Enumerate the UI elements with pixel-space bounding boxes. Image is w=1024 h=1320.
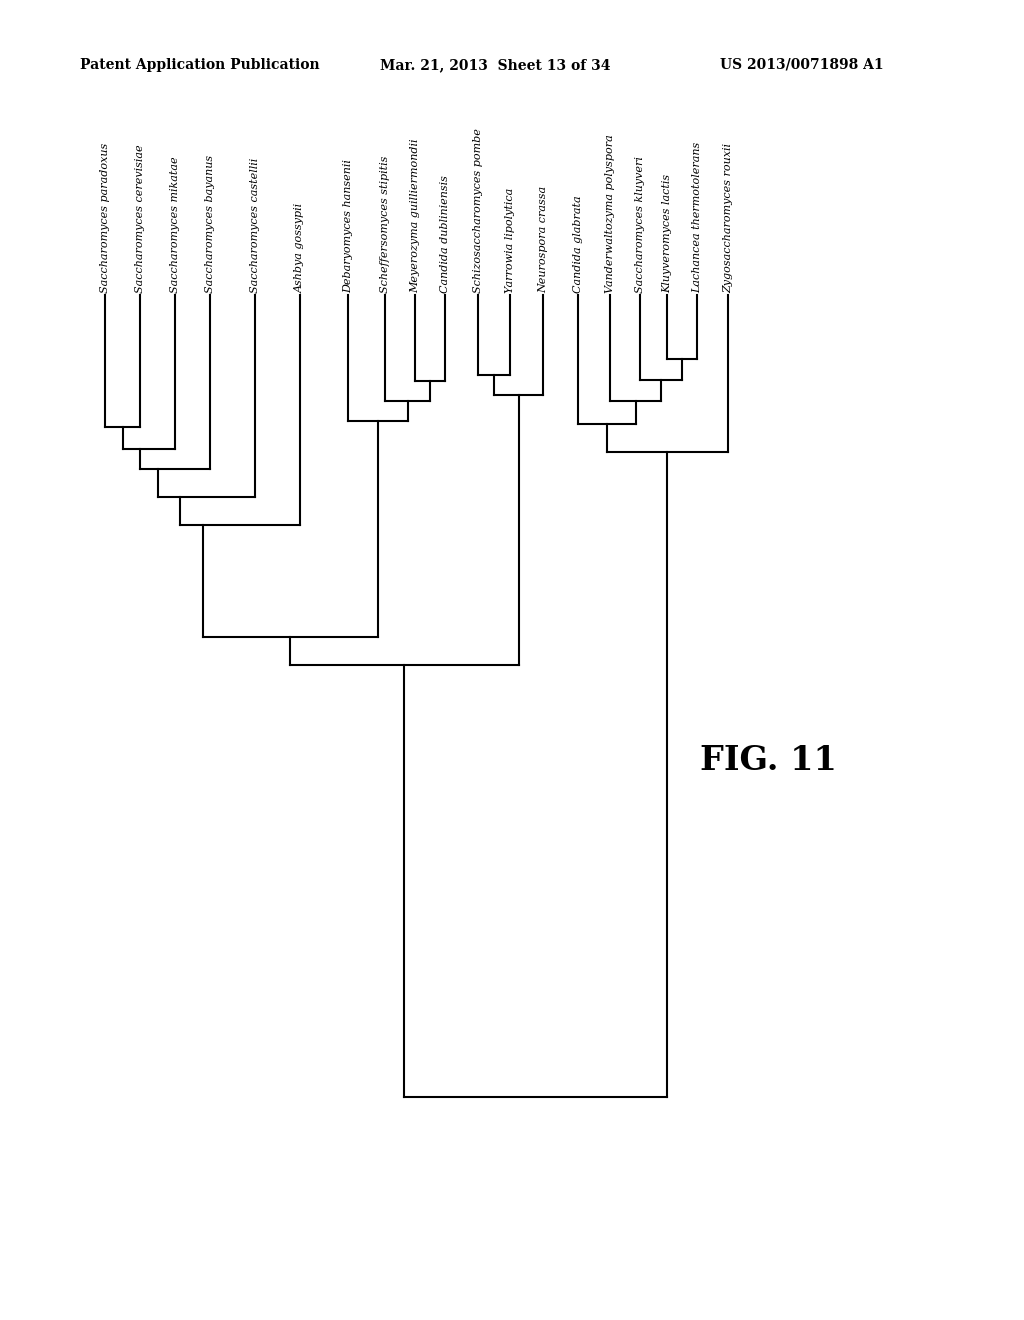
Text: Debaryomyces hansenii: Debaryomyces hansenii: [343, 160, 353, 293]
Text: Candida glabrata: Candida glabrata: [573, 195, 583, 293]
Text: Vanderwaltozyma polyspora: Vanderwaltozyma polyspora: [605, 135, 615, 293]
Text: Schizosaccharomyces pombe: Schizosaccharomyces pombe: [473, 128, 483, 293]
Text: Saccharomyces castellii: Saccharomyces castellii: [250, 158, 260, 293]
Text: Mar. 21, 2013  Sheet 13 of 34: Mar. 21, 2013 Sheet 13 of 34: [380, 58, 610, 73]
Text: Zygosaccharomyces rouxii: Zygosaccharomyces rouxii: [723, 143, 733, 293]
Text: Scheffersomyces stipitis: Scheffersomyces stipitis: [380, 156, 390, 293]
Text: FIG. 11: FIG. 11: [700, 743, 837, 776]
Text: Patent Application Publication: Patent Application Publication: [80, 58, 319, 73]
Text: Saccharomyces kluyveri: Saccharomyces kluyveri: [635, 156, 645, 293]
Text: US 2013/0071898 A1: US 2013/0071898 A1: [720, 58, 884, 73]
Text: Lachancea thermotolerans: Lachancea thermotolerans: [692, 141, 702, 293]
Text: Ashbya gossypii: Ashbya gossypii: [295, 203, 305, 293]
Text: Saccharomyces cerevisiae: Saccharomyces cerevisiae: [135, 144, 145, 293]
Text: Yarrowia lipolytica: Yarrowia lipolytica: [505, 187, 515, 293]
Text: Saccharomyces mikatae: Saccharomyces mikatae: [170, 156, 180, 293]
Text: Neurospora crassa: Neurospora crassa: [538, 186, 548, 293]
Text: Saccharomyces paradoxus: Saccharomyces paradoxus: [100, 143, 110, 293]
Text: Meyerozyma guilliermondii: Meyerozyma guilliermondii: [410, 139, 420, 293]
Text: Saccharomyces bayanus: Saccharomyces bayanus: [205, 154, 215, 293]
Text: Kluyveromyces lactis: Kluyveromyces lactis: [662, 174, 672, 293]
Text: Candida dubliniensis: Candida dubliniensis: [440, 176, 450, 293]
